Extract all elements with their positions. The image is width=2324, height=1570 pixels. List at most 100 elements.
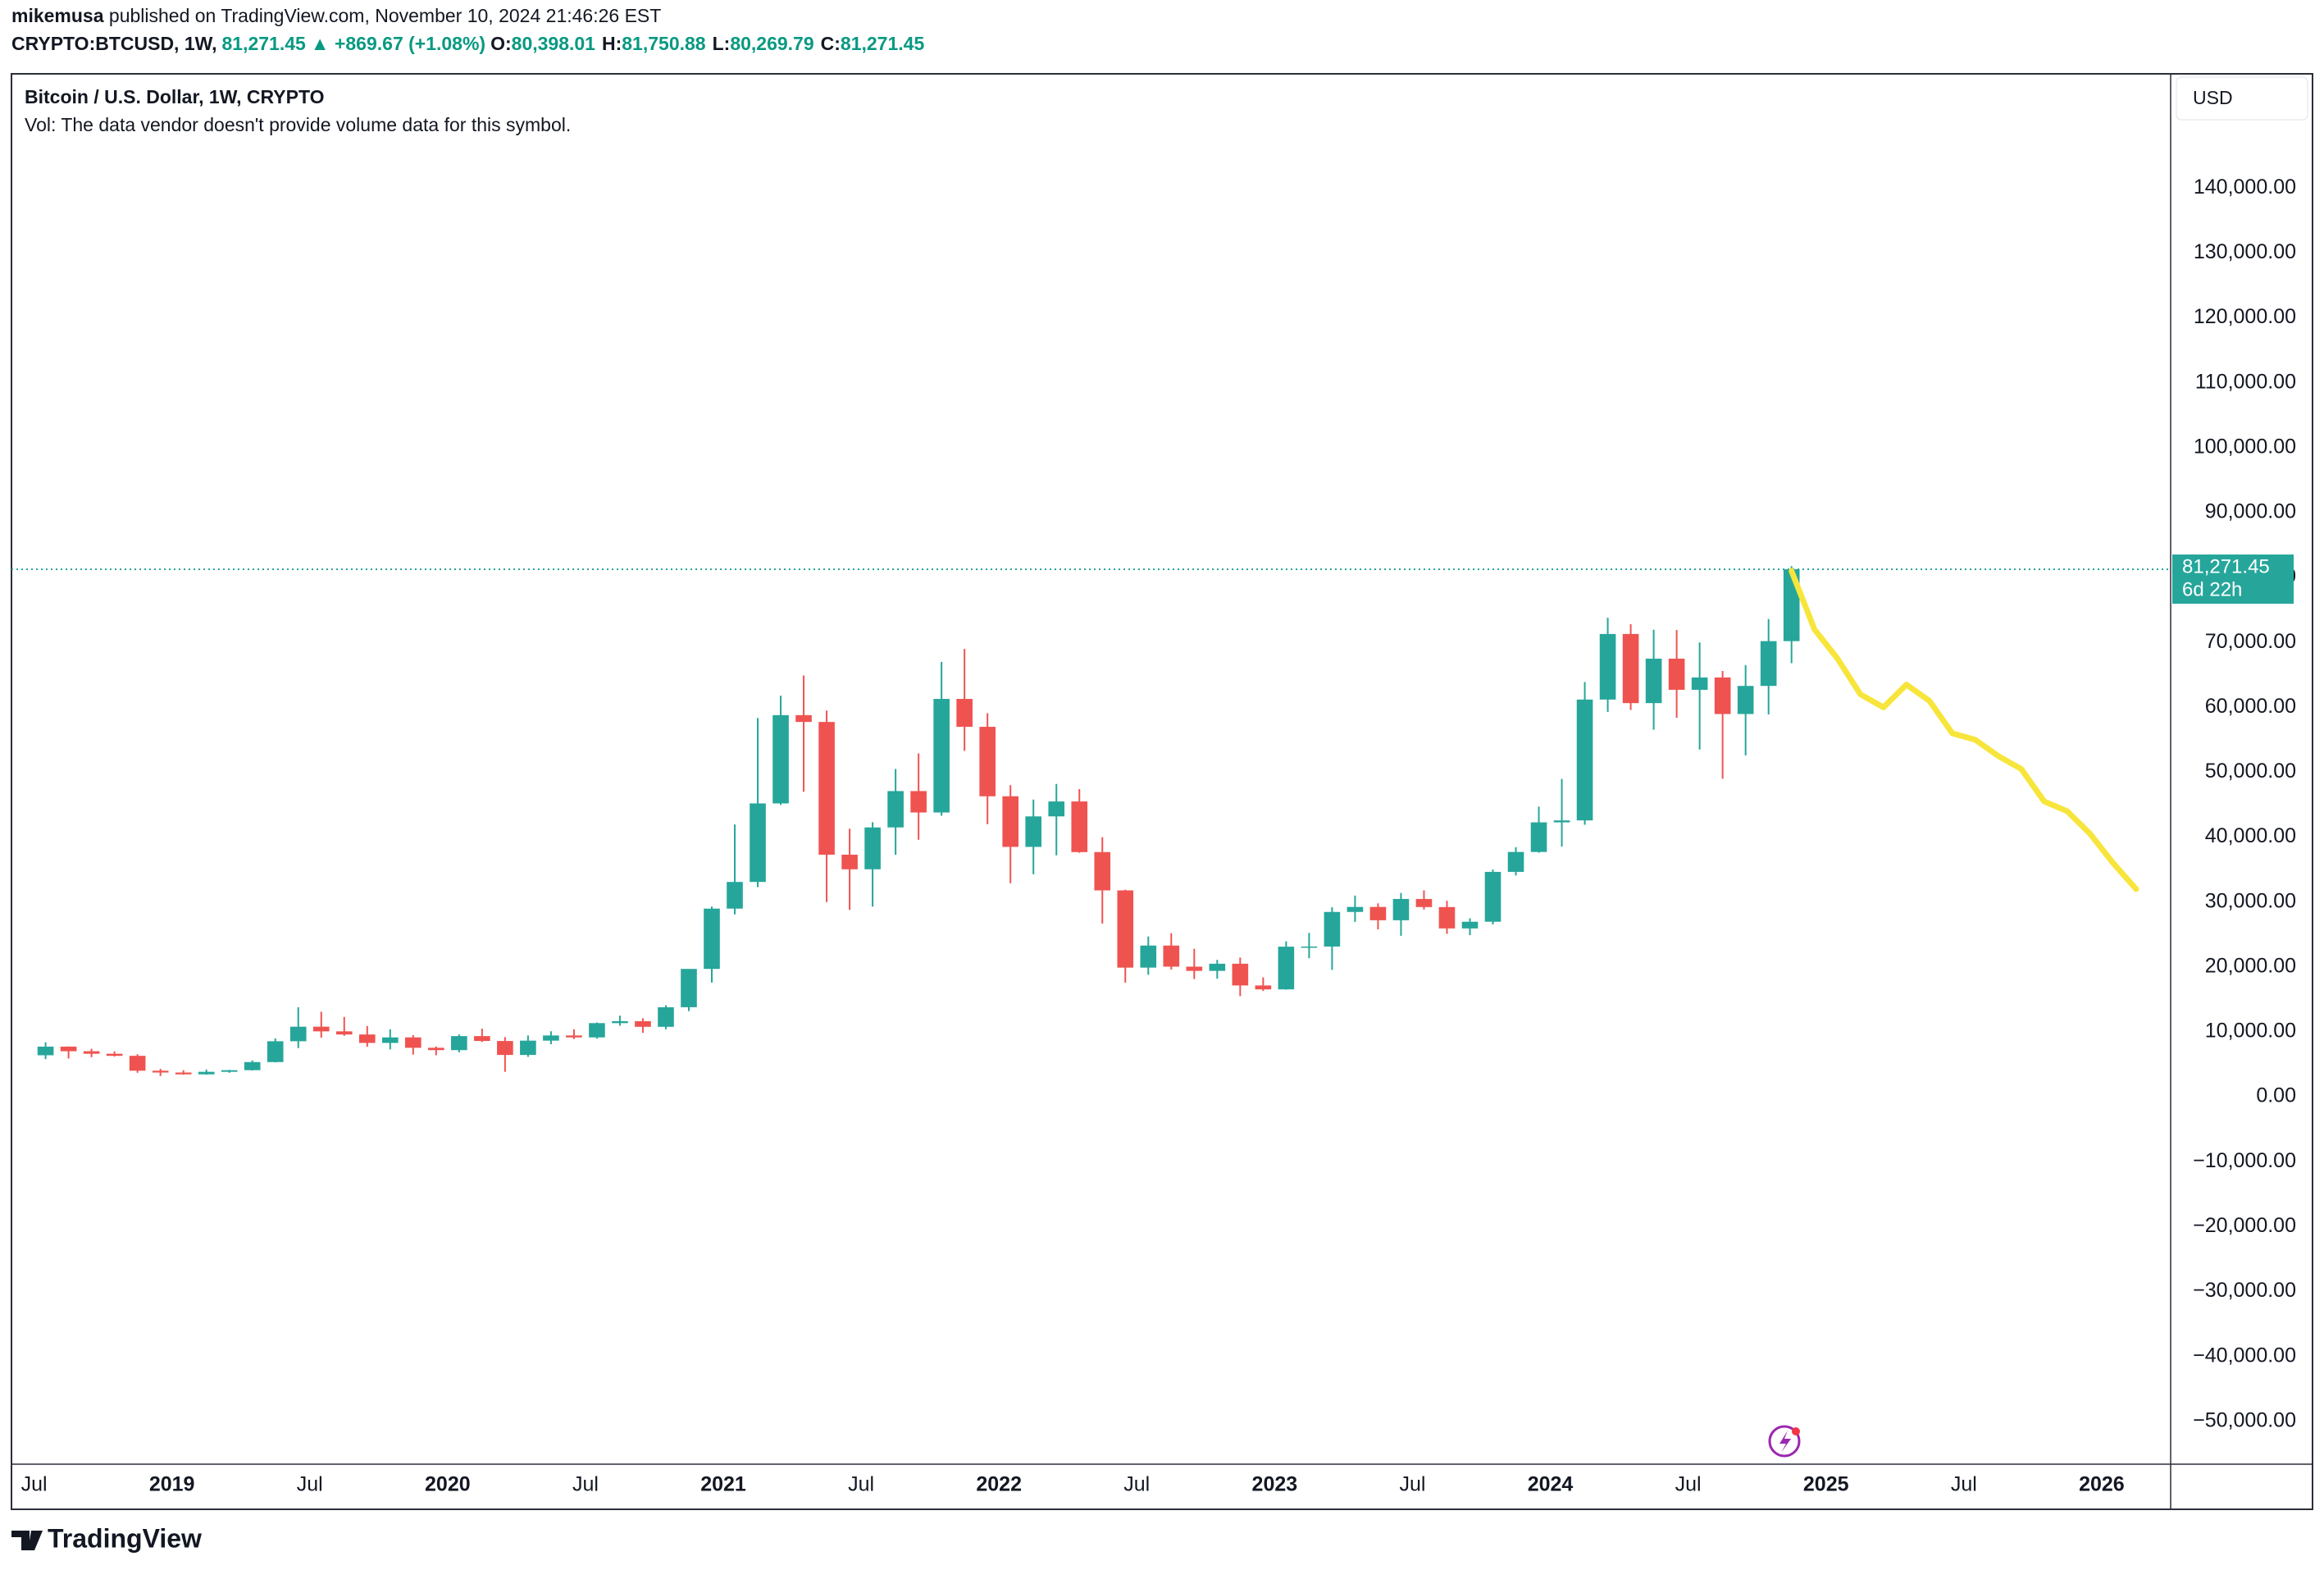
candle-body [312,1026,330,1032]
candle-body [1484,871,1501,922]
ohlc-value: 80,269.79 [730,33,814,54]
symbol: CRYPTO:BTCUSD, 1W, [11,33,217,54]
candle-body [1668,658,1685,690]
candle-body [1576,699,1593,821]
candle-body [474,1036,490,1042]
candle-body [335,1031,353,1035]
candle-body [1392,898,1410,920]
candle-body [933,699,950,813]
ohlc-value: 81,750.88 [622,33,706,54]
candle-body [1737,686,1754,714]
candle-body [497,1041,513,1056]
x-tick-label: Jul [1123,1473,1150,1496]
ohlc-value: 81,271.45 [840,33,925,54]
candle-body [727,882,743,909]
candle-body [1324,911,1341,947]
candle-body [887,791,904,828]
candle-body [83,1051,100,1054]
y-tick-label: 20,000.00 [2205,954,2296,977]
candle-body [1622,633,1639,704]
y-tick-label: 130,000.00 [2194,240,2296,263]
candle-body [1117,890,1134,968]
x-tick-label: 2022 [976,1473,1022,1496]
candle-body [1714,677,1731,714]
candle-body [1071,801,1088,852]
ohlc-value: 80,398.01 [511,33,595,54]
candle-body [1369,906,1387,920]
y-tick-label: −10,000.00 [2193,1149,2296,1172]
forecast-line [1789,568,2139,892]
candle-body [175,1072,192,1075]
y-tick-label: 80,000.00 [2205,565,2296,588]
candle-body [566,1035,582,1038]
ohlc-key: O: [490,33,512,54]
publish-line: mikemusa published on TradingView.com, N… [11,5,666,27]
x-tick-label: Jul [572,1473,599,1496]
close: 81,271.45 [221,33,306,54]
candle-body [1163,945,1180,967]
candle-body [704,908,720,970]
candle-body [1760,641,1777,687]
candle-body [381,1037,399,1043]
x-tick-label: Jul [1399,1473,1425,1496]
candle-body [358,1034,376,1043]
candle-body [612,1020,628,1024]
x-tick-label: 2021 [700,1473,746,1496]
candle-body [1461,921,1479,929]
candle-body [864,827,881,869]
candle-body [428,1047,444,1051]
event-icon[interactable] [1768,1425,1801,1458]
candle-body [1530,822,1547,852]
x-tick-label: Jul [1951,1473,1977,1496]
candle-body [1209,963,1226,971]
candle-body [1645,658,1662,704]
candle-body [818,722,835,855]
candle-body [1255,985,1272,990]
candle-body [956,699,973,728]
candle-body [1002,796,1018,847]
y-tick-label: 60,000.00 [2205,695,2296,718]
y-tick-label: 50,000.00 [2205,760,2296,783]
frame [11,73,2313,1510]
candle-body [1599,633,1616,700]
y-tick-label: −50,000.00 [2193,1408,2296,1431]
candle-body [289,1026,307,1042]
candle-body [1438,906,1456,929]
y-tick-label: 100,000.00 [2194,435,2296,458]
currency-box[interactable] [2176,76,2308,121]
candle-body [979,727,996,796]
x-tick-label: Jul [848,1473,874,1496]
ohlc-key: L: [712,33,731,54]
candle-body [267,1041,284,1062]
candle-body [244,1061,261,1070]
chart-title: Bitcoin / U.S. Dollar, 1W, CRYPTO [25,86,325,107]
candle-body [129,1056,146,1071]
candle-body [152,1070,169,1073]
chart-subtitle: Vol: The data vendor doesn't provide vol… [25,114,571,135]
candle-body [1415,898,1433,907]
ohlc: O:80,398.01 H:81,750.88 L:80,269.79 C:81,27… [490,33,931,54]
x-tick-label: Jul [1675,1473,1702,1496]
price-label-box [2172,555,2294,605]
candle-body [37,1046,54,1056]
candle-body [1025,816,1042,847]
x-tick-label: 2024 [1528,1473,1574,1496]
candle-body [1186,966,1203,971]
y-tick-label: −30,000.00 [2193,1279,2296,1302]
y-tick-label: 40,000.00 [2205,824,2296,847]
candle-body [750,803,766,883]
candle-body [1691,677,1708,690]
y-tick-label: 90,000.00 [2205,500,2296,523]
ohlc-key: C: [820,33,841,54]
y-tick-label: 30,000.00 [2205,889,2296,912]
published: published on TradingView.com, November 1… [108,5,662,26]
ohlc-key: H: [601,33,622,54]
x-tick-label: 2019 [149,1473,195,1496]
y-tick-label: 10,000.00 [2205,1020,2296,1043]
candle-body [589,1023,605,1038]
y-tick-label: 70,000.00 [2205,630,2296,653]
y-tick-label: −20,000.00 [2193,1214,2296,1237]
y-tick-label: 120,000.00 [2194,305,2296,328]
candle-body [795,714,812,723]
